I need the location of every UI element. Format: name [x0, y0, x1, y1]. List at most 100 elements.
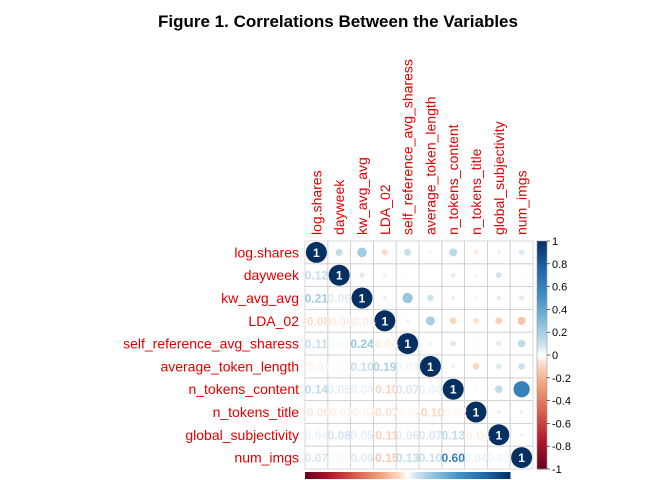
correlation-value-label: 0.12	[305, 269, 329, 283]
correlation-circle	[451, 295, 456, 301]
bottom-strip-segment	[466, 472, 470, 479]
colorbar-segment	[537, 275, 547, 278]
correlation-value-label: 0.24	[350, 337, 374, 351]
bottom-color-strip	[305, 472, 511, 479]
correlation-circle	[450, 340, 456, 347]
colorbar-tick-label: 0.4	[552, 304, 567, 316]
bottom-strip-segment	[430, 472, 433, 479]
bottom-strip-segment	[454, 472, 458, 479]
colorbar-segment	[537, 288, 547, 292]
colorbar-segment	[537, 291, 547, 294]
bottom-strip-segment	[354, 472, 357, 479]
correlation-circle	[495, 272, 502, 279]
colorbar-segment	[537, 437, 547, 440]
correlation-circle	[520, 273, 524, 277]
bottom-strip-segment	[315, 472, 318, 479]
colorbar-tick-label: 1	[552, 236, 558, 248]
correlation-value-label: -0.04	[371, 337, 399, 351]
bottom-strip-segment	[317, 472, 320, 479]
colorbar-segment	[537, 352, 547, 356]
column-label: kw_avg_avg	[354, 157, 370, 235]
colorbar-segment	[537, 384, 547, 388]
bottom-strip-segment	[323, 472, 326, 479]
correlation-value-label: 0.13	[442, 428, 466, 442]
correlation-circle	[496, 250, 501, 255]
bottom-strip-segment	[364, 472, 367, 479]
correlation-value-label: 0.08	[328, 428, 352, 442]
correlation-value-label: 0.02	[328, 337, 352, 351]
correlation-value-label: -0.07	[371, 406, 399, 420]
colorbar-segment	[537, 457, 547, 461]
column-label: n_tokens_title	[468, 148, 484, 235]
correlation-circle	[419, 355, 441, 377]
bottom-strip-segment	[440, 472, 443, 479]
colorbar-segment	[537, 277, 547, 281]
correlation-circle	[495, 385, 503, 393]
correlation-circle	[473, 250, 479, 255]
bottom-strip-segment	[341, 472, 345, 479]
column-label: n_tokens_content	[445, 124, 461, 235]
bottom-strip-segment	[382, 472, 386, 479]
correlation-circle	[397, 333, 419, 355]
colorbar-tick-label: 0	[552, 350, 558, 362]
bottom-strip-segment	[505, 472, 509, 479]
correlation-circle	[474, 273, 478, 278]
bottom-strip-segment	[397, 472, 400, 479]
colorbar-segment	[537, 316, 547, 320]
bottom-strip-segment	[309, 472, 312, 479]
bottom-strip-segment	[415, 472, 419, 479]
correlation-circle	[405, 318, 410, 323]
colorbar-segment	[537, 359, 547, 363]
colorbar-segment	[537, 414, 547, 418]
colorbar-segment	[537, 241, 547, 244]
colorbar-segment	[537, 313, 547, 317]
correlation-circle	[428, 341, 433, 346]
colorbar-segment	[537, 370, 547, 374]
correlation-circle	[425, 316, 435, 326]
bottom-strip-segment	[387, 472, 390, 479]
bottom-strip-segment	[487, 472, 490, 479]
bottom-strip-segment	[481, 472, 484, 479]
bottom-strip-segment	[368, 472, 372, 479]
bottom-strip-segment	[352, 472, 355, 479]
colorbar-segment	[537, 405, 547, 408]
bottom-strip-segment	[460, 472, 464, 479]
colorbar-segment	[537, 263, 547, 267]
bottom-strip-segment	[475, 472, 478, 479]
colorbar-segment	[537, 355, 547, 358]
bottom-strip-segment	[471, 472, 474, 479]
correlation-value-label: 0.11	[305, 337, 328, 351]
bottom-strip-segment	[405, 472, 408, 479]
colorbar-segment	[537, 386, 547, 390]
bottom-strip-segment	[380, 472, 384, 479]
correlation-value-label: -0.02	[440, 406, 468, 420]
correlation-circle	[496, 363, 502, 370]
bottom-strip-segment	[479, 472, 482, 479]
bottom-strip-segment	[436, 472, 439, 479]
colorbar-segment	[537, 343, 547, 347]
colorbar-tick-label: 0.6	[552, 282, 567, 294]
colorbar-segment	[537, 453, 547, 456]
column-label: LDA_02	[377, 184, 393, 235]
colorbar-segment	[537, 254, 547, 258]
colorbar-segment	[537, 434, 547, 438]
colorbar-segment	[537, 366, 547, 370]
correlation-circle	[496, 409, 501, 415]
correlation-circle	[517, 339, 526, 348]
correlation-circle	[519, 409, 524, 415]
correlation-value-label: -0.08	[303, 314, 331, 328]
correlation-circle	[381, 249, 388, 256]
colorbar-tick-label: -0.6	[552, 418, 571, 430]
correlation-value-label: 0.03	[487, 451, 511, 465]
colorbar-segment	[537, 462, 547, 465]
correlation-value-label: 0.04	[305, 428, 329, 442]
correlation-value-label: 0.01	[328, 360, 352, 374]
bottom-strip-segment	[331, 472, 335, 479]
bottom-strip-segment	[444, 472, 447, 479]
bottom-strip-segment	[335, 472, 339, 479]
bottom-strip-segment	[401, 472, 404, 479]
bottom-strip-segment	[358, 472, 361, 479]
bottom-strip-segment	[491, 472, 495, 479]
bottom-strip-segment	[370, 472, 374, 479]
colorbar-segment	[537, 304, 547, 308]
